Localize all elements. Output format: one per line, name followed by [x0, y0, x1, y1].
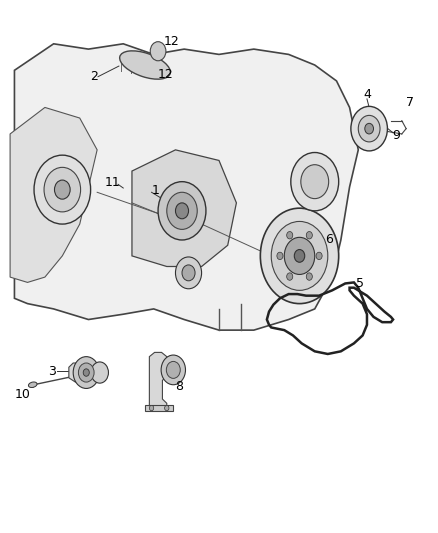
- Circle shape: [284, 237, 315, 274]
- Circle shape: [260, 208, 339, 304]
- Circle shape: [158, 182, 206, 240]
- Circle shape: [271, 221, 328, 290]
- Circle shape: [166, 361, 180, 378]
- Circle shape: [34, 155, 91, 224]
- Circle shape: [149, 406, 154, 411]
- FancyBboxPatch shape: [145, 406, 173, 411]
- Circle shape: [161, 355, 185, 385]
- Circle shape: [351, 107, 388, 151]
- Circle shape: [287, 273, 293, 280]
- Circle shape: [316, 252, 322, 260]
- Circle shape: [176, 203, 188, 219]
- Polygon shape: [14, 44, 358, 330]
- Circle shape: [301, 165, 328, 199]
- Circle shape: [365, 123, 374, 134]
- Ellipse shape: [28, 382, 37, 387]
- Text: 6: 6: [325, 233, 333, 246]
- Text: 9: 9: [392, 128, 400, 141]
- Circle shape: [91, 362, 109, 383]
- Text: 3: 3: [48, 365, 56, 378]
- Text: 2: 2: [90, 70, 98, 83]
- Text: 5: 5: [357, 277, 364, 290]
- Circle shape: [287, 231, 293, 239]
- Text: 12: 12: [158, 68, 174, 81]
- Ellipse shape: [120, 51, 170, 79]
- Circle shape: [306, 273, 312, 280]
- Text: 7: 7: [406, 95, 414, 109]
- Text: 4: 4: [363, 88, 371, 101]
- Text: 10: 10: [14, 389, 30, 401]
- Circle shape: [78, 363, 94, 382]
- Text: 8: 8: [175, 380, 183, 393]
- Circle shape: [165, 406, 169, 411]
- Text: 11: 11: [105, 176, 121, 189]
- Circle shape: [44, 167, 81, 212]
- Circle shape: [150, 42, 166, 61]
- Circle shape: [294, 249, 305, 262]
- Circle shape: [73, 357, 99, 389]
- Circle shape: [277, 252, 283, 260]
- Circle shape: [291, 152, 339, 211]
- Circle shape: [306, 231, 312, 239]
- Polygon shape: [149, 352, 167, 410]
- Circle shape: [182, 265, 195, 281]
- Polygon shape: [132, 150, 237, 266]
- Polygon shape: [10, 108, 97, 282]
- Polygon shape: [69, 363, 104, 382]
- Circle shape: [167, 192, 197, 229]
- Circle shape: [83, 369, 89, 376]
- Circle shape: [176, 257, 201, 289]
- Text: 12: 12: [163, 35, 179, 48]
- Text: 1: 1: [152, 184, 160, 197]
- Circle shape: [54, 180, 70, 199]
- Circle shape: [358, 115, 380, 142]
